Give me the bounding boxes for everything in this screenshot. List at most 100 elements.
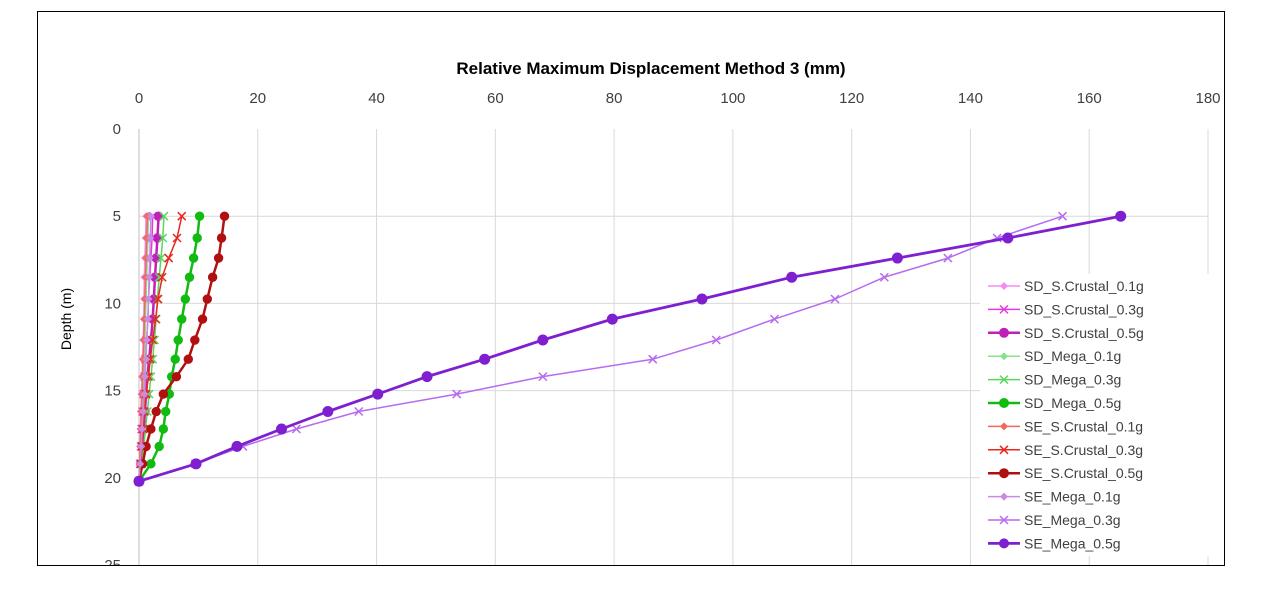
legend-item: SE_Mega_0.1g — [988, 489, 1121, 505]
legend-label: SD_Mega_0.5g — [1024, 395, 1121, 411]
data-point-stroke — [164, 253, 174, 263]
data-point-stroke — [354, 406, 364, 417]
data-point-stroke — [145, 354, 155, 364]
data-point — [145, 354, 155, 364]
data-point — [133, 475, 145, 487]
legend-item: SD_Mega_0.1g — [988, 348, 1121, 364]
data-point — [1057, 211, 1068, 221]
data-point — [830, 294, 840, 304]
data-point — [137, 424, 146, 433]
data-point — [173, 335, 183, 345]
data-point — [216, 233, 227, 243]
data-point — [537, 334, 549, 346]
data-point — [769, 314, 779, 324]
series-SE_Mega_0.3g — [134, 211, 1068, 486]
data-point-stroke — [452, 389, 462, 399]
data-point — [170, 354, 180, 364]
legend-label: SD_S.Crustal_0.1g — [1024, 278, 1144, 294]
data-point — [188, 253, 199, 263]
data-point — [999, 468, 1009, 479]
data-point — [197, 314, 208, 324]
data-point — [1002, 232, 1014, 244]
data-point-stroke — [157, 272, 167, 282]
x-tick-label: 160 — [1077, 90, 1102, 107]
data-point — [372, 388, 384, 400]
data-point-stroke — [999, 375, 1009, 385]
y-tick-label: 10 — [104, 295, 121, 312]
data-point — [354, 406, 364, 417]
legend-item: SE_Mega_0.5g — [988, 535, 1121, 551]
series-SE_Mega_0.5g — [133, 210, 1127, 487]
series-line — [138, 215, 1063, 483]
data-point — [190, 458, 202, 470]
data-point — [1000, 422, 1008, 431]
legend-background — [980, 274, 1216, 556]
series-line — [138, 214, 1121, 483]
x-tick-label: 100 — [720, 90, 745, 107]
data-point — [538, 372, 548, 382]
data-point — [891, 252, 903, 264]
data-point — [180, 294, 191, 304]
data-point-stroke — [177, 211, 187, 221]
series-SE_S.Crustal_0.5g — [134, 211, 230, 486]
x-tick-label: 120 — [839, 90, 864, 107]
legend-label: SD_S.Crustal_0.5g — [1024, 325, 1144, 341]
data-point — [190, 335, 200, 345]
legend-item: SD_S.Crustal_0.3g — [988, 301, 1144, 317]
legend-item: SD_S.Crustal_0.1g — [988, 278, 1144, 294]
data-point-stroke — [879, 272, 889, 282]
data-point — [606, 313, 618, 325]
data-point — [183, 354, 193, 364]
data-point — [276, 423, 288, 435]
data-point-stroke — [159, 211, 169, 221]
legend: SD_S.Crustal_0.1g SD_S.Crustal_0.3g SD_S.C… — [980, 274, 1216, 556]
data-point — [177, 211, 187, 221]
chart-frame: Relative Maximum Displacement Method 3 (… — [37, 11, 1225, 566]
data-point — [140, 390, 149, 399]
data-point — [213, 253, 224, 263]
data-point — [137, 442, 146, 451]
data-point — [146, 459, 156, 469]
legend-label: SD_S.Crustal_0.3g — [1024, 301, 1144, 317]
data-point-stroke — [648, 354, 658, 364]
data-point — [145, 273, 154, 282]
legend-item: SE_S.Crustal_0.5g — [988, 465, 1143, 481]
y-tick-label: 25 — [104, 557, 121, 565]
chart-title: Relative Maximum Displacement Method 3 (… — [456, 59, 845, 78]
x-tick-label: 180 — [1195, 90, 1220, 107]
data-point — [711, 335, 721, 345]
data-point — [164, 253, 174, 263]
data-point — [1000, 352, 1008, 361]
legend-item: SE_S.Crustal_0.3g — [988, 442, 1143, 458]
data-point — [943, 253, 953, 263]
data-point — [999, 538, 1009, 549]
legend-label: SD_Mega_0.1g — [1024, 348, 1121, 364]
data-point — [786, 271, 798, 283]
data-point-stroke — [999, 515, 1009, 525]
data-point — [999, 375, 1009, 385]
data-point-stroke — [769, 314, 779, 324]
data-point — [322, 406, 334, 418]
data-point — [161, 406, 171, 417]
data-point — [177, 314, 187, 324]
data-point-stroke — [999, 445, 1009, 455]
data-point — [479, 353, 491, 365]
data-point-stroke — [291, 424, 301, 434]
y-tick-label: 15 — [104, 383, 121, 400]
data-point — [421, 371, 433, 383]
series-SE_Mega_0.1g — [135, 212, 155, 486]
data-point — [999, 398, 1009, 408]
legend-label: SE_S.Crustal_0.1g — [1024, 418, 1143, 434]
data-point — [139, 407, 148, 416]
data-point — [192, 233, 202, 243]
x-tick-label: 140 — [958, 90, 983, 107]
data-point — [145, 254, 154, 263]
data-point-stroke — [158, 233, 168, 243]
legend-item: SD_Mega_0.3g — [988, 372, 1121, 388]
legend-item: SE_Mega_0.3g — [988, 512, 1121, 528]
legend-item: SE_S.Crustal_0.1g — [988, 418, 1143, 434]
data-point — [148, 335, 158, 345]
data-point — [999, 515, 1009, 525]
data-point-stroke — [711, 335, 721, 345]
data-point — [146, 212, 155, 221]
